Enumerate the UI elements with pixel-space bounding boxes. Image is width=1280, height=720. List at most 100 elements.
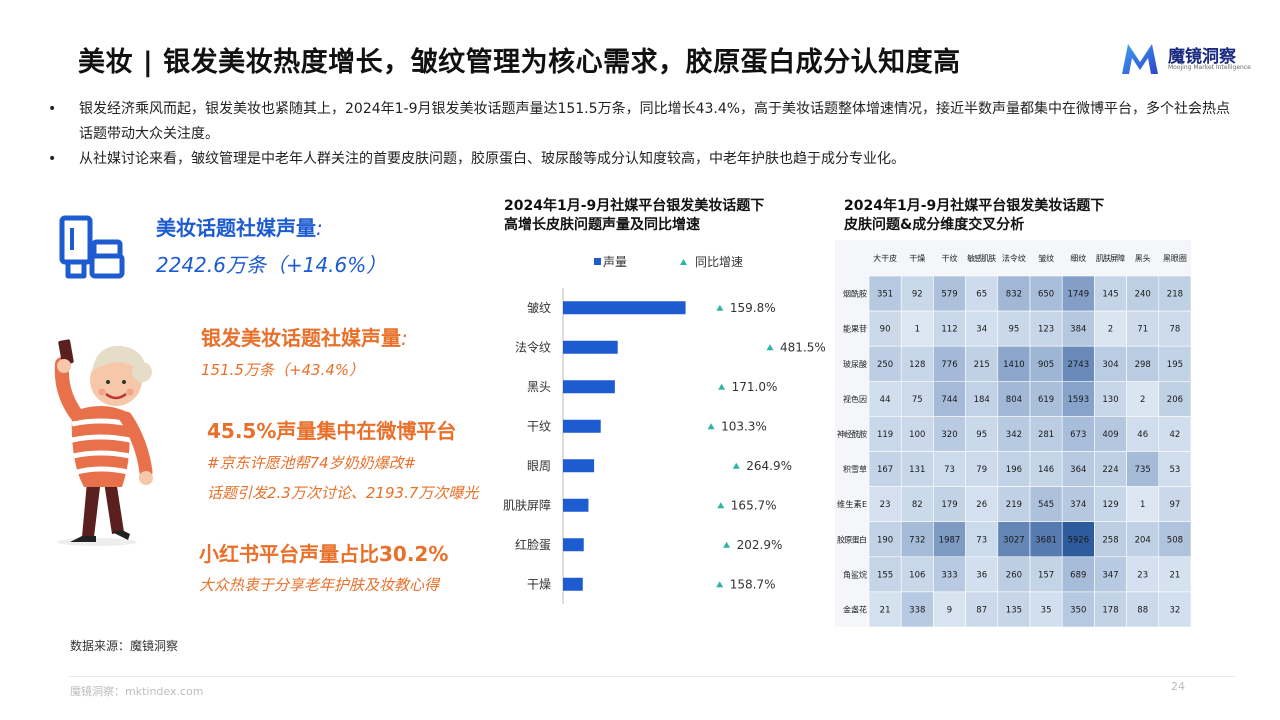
heatmap-cell	[1061, 310, 1095, 347]
heatmap-cell	[1094, 416, 1127, 452]
heatmap-cell	[1158, 451, 1192, 487]
growth-marker	[716, 304, 724, 311]
heatmap-cell	[1094, 310, 1127, 347]
heatmap-cell	[965, 521, 999, 558]
heatmap-cell-value: 1593	[1067, 395, 1089, 405]
heatmap-cell-value: 32	[1169, 605, 1180, 615]
heatmap-cell-value: 374	[1070, 500, 1086, 510]
heatmap-cell	[1029, 275, 1063, 312]
heatmap-cell-value: 36	[976, 570, 987, 580]
heatmap-cell-value: 78	[1169, 325, 1180, 335]
category-label: 干纹	[527, 419, 551, 433]
heatmap-cell	[868, 416, 902, 452]
heatmap-cell-value: 776	[941, 360, 957, 370]
heatmap-cell-value: 167	[877, 465, 893, 475]
heatmap-cell	[1094, 556, 1127, 593]
heatmap-cell-value: 240	[1135, 290, 1151, 300]
volume-bar	[563, 340, 618, 354]
heatmap-cell-value: 95	[976, 430, 987, 440]
heatmap-cell-value: 65	[976, 290, 987, 300]
heatmap-cell-value: 97	[1169, 500, 1180, 510]
heatmap-cell-value: 281	[1038, 430, 1054, 440]
heatmap-cell-value: 129	[1102, 500, 1118, 510]
heatmap-cell	[1029, 381, 1063, 417]
heatmap-cell-value: 224	[1102, 465, 1118, 475]
heatmap-cell	[1126, 381, 1160, 417]
heatmap-cell-value: 35	[1041, 605, 1052, 615]
heatmap-cell	[868, 591, 902, 628]
heatmap-cell	[1094, 451, 1127, 487]
heatmap-cell-value: 905	[1038, 360, 1054, 370]
heatmap-cell-value: 131	[909, 465, 925, 475]
heatmap-cell	[1094, 381, 1127, 417]
heatmap-cell	[933, 451, 966, 487]
heatmap-cell	[933, 345, 966, 382]
heatmap-cell	[933, 416, 966, 452]
heatmap-cell-value: 34	[976, 325, 987, 335]
heatmap-cell	[1158, 521, 1192, 558]
heatmap-cell-value: 73	[976, 535, 987, 545]
heatmap-cell-value: 155	[877, 570, 893, 580]
heatmap-cell	[900, 310, 934, 347]
heatmap-cell-value: 190	[877, 535, 893, 545]
heatmap-cell	[1061, 591, 1095, 628]
heatmap-cell	[933, 310, 966, 347]
heatmap-cell	[933, 556, 966, 593]
heatmap-cell-value: 95	[1008, 325, 1019, 335]
growth-label: 202.9%	[737, 538, 783, 552]
heatmap-cell-value: 46	[1137, 430, 1148, 440]
heatmap-cell-value: 79	[976, 465, 987, 475]
heatmap-cell-value: 732	[909, 535, 925, 545]
growth-label: 481.5%	[780, 340, 825, 354]
logo-subtitle: Moojing Market Intelligence	[1168, 64, 1251, 71]
heatmap-cell	[965, 556, 999, 593]
heatmap-cell-value: 545	[1038, 500, 1054, 510]
heatmap-cell-value: 2	[1140, 395, 1145, 405]
heatmap-cell	[1094, 521, 1127, 558]
heatmap-cell	[868, 275, 902, 312]
heatmap-cell	[1094, 591, 1127, 628]
heatmap-cell	[1158, 416, 1192, 452]
heatmap-cell-value: 112	[941, 325, 957, 335]
heatmap-cell	[900, 451, 934, 487]
heatmap-cell-value: 364	[1070, 465, 1086, 475]
heatmap-cell-value: 44	[880, 395, 891, 405]
heatmap-cell-value: 384	[1070, 325, 1086, 335]
heatmap-cell-value: 184	[974, 395, 990, 405]
heatmap-cell	[933, 591, 966, 628]
volume-bar	[563, 498, 589, 512]
legend-volume-swatch	[594, 258, 601, 265]
legend-growth-label: 同比增速	[695, 255, 743, 269]
bar-chart-title: 2024年1月-9月社媒平台银发美妆话题下 高增长皮肤问题声量及同比增速	[504, 198, 765, 233]
heatmap-column-label: 干燥	[909, 254, 925, 263]
growth-marker	[732, 462, 740, 469]
heatmap-cell-value: 145	[1102, 290, 1118, 300]
heatmap-cell-value: 804	[1006, 395, 1022, 405]
moojing-logo-icon	[1122, 44, 1158, 74]
heatmap-cell-value: 3027	[1003, 535, 1025, 545]
heatmap-row-label: 胶原蛋白	[837, 534, 867, 544]
weibo-share-title: 45.5%声量集中在微博平台	[207, 419, 457, 443]
heatmap-cell-value: 21	[1169, 570, 1180, 580]
volume-bar	[563, 577, 583, 591]
heatmap-cell-value: 9	[947, 605, 952, 615]
bullet-item: • 从社媒讨论来看，皱纹管理是中老年人群关注的首要皮肤问题，胶原蛋白、玻尿酸等成分…	[48, 151, 905, 167]
heatmap-column-label: 皱纹	[1038, 253, 1054, 263]
heatmap-cell-value: 735	[1135, 465, 1151, 475]
volume-bar	[563, 419, 601, 433]
heatmap-column-label: 细纹	[1070, 253, 1086, 263]
heatmap-cell	[997, 416, 1031, 452]
heatmap-cell	[997, 310, 1031, 347]
growth-label: 264.9%	[746, 459, 792, 473]
growth-label: 158.7%	[730, 577, 776, 591]
silver-beauty-volume-title: 银发美妆话题社媒声量:	[201, 326, 408, 350]
heatmap-cell-value: 73	[944, 465, 955, 475]
growth-label: 165.7%	[731, 498, 777, 512]
beauty-topic-volume-value: 2242.6万条（+14.6%）	[156, 253, 387, 277]
heatmap-cell	[1029, 591, 1063, 628]
heatmap-cell-value: 123	[1038, 325, 1054, 335]
category-label: 红脸蛋	[515, 537, 551, 552]
heatmap-cell	[965, 275, 999, 312]
category-label: 法令纹	[515, 339, 551, 354]
